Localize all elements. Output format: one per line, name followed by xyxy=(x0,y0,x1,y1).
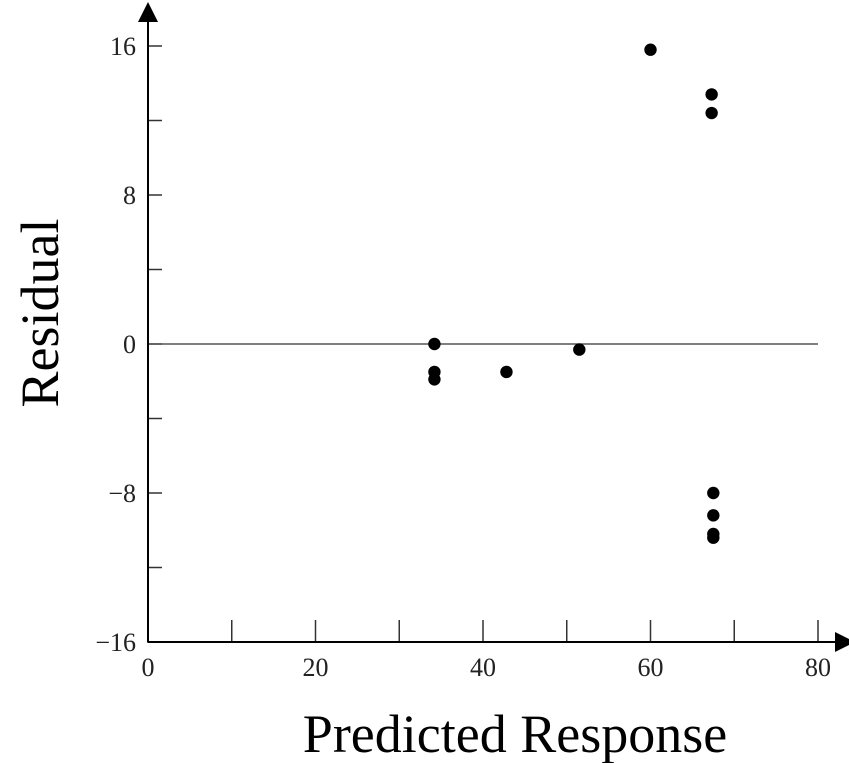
y-tick-label: −8 xyxy=(108,479,136,508)
y-tick-label: 16 xyxy=(110,32,136,61)
x-axis-title: Predicted Response xyxy=(303,704,727,763)
ticks-layer: −16 −8 0 8 16 0 20 40 60 80 xyxy=(95,32,831,682)
data-point xyxy=(428,337,441,351)
x-tick-label: 80 xyxy=(805,653,831,682)
x-tick-label: 60 xyxy=(638,653,664,682)
axes-layer xyxy=(138,2,849,652)
data-point xyxy=(707,509,720,522)
data-point xyxy=(707,531,720,544)
data-point xyxy=(705,106,718,120)
y-tick-label: 8 xyxy=(123,181,136,210)
x-tick-label: 40 xyxy=(470,653,496,682)
data-point xyxy=(705,88,718,101)
data-point xyxy=(644,43,657,56)
data-point xyxy=(428,373,441,386)
x-tick-label: 20 xyxy=(303,653,329,682)
points-layer xyxy=(428,43,720,544)
data-point xyxy=(573,343,586,356)
y-tick-label: 0 xyxy=(123,330,136,359)
data-point xyxy=(707,486,720,500)
y-tick-label: −16 xyxy=(95,628,136,657)
data-point xyxy=(500,365,513,379)
y-axis-title: Residual xyxy=(10,219,70,408)
x-tick-label: 0 xyxy=(142,653,155,682)
